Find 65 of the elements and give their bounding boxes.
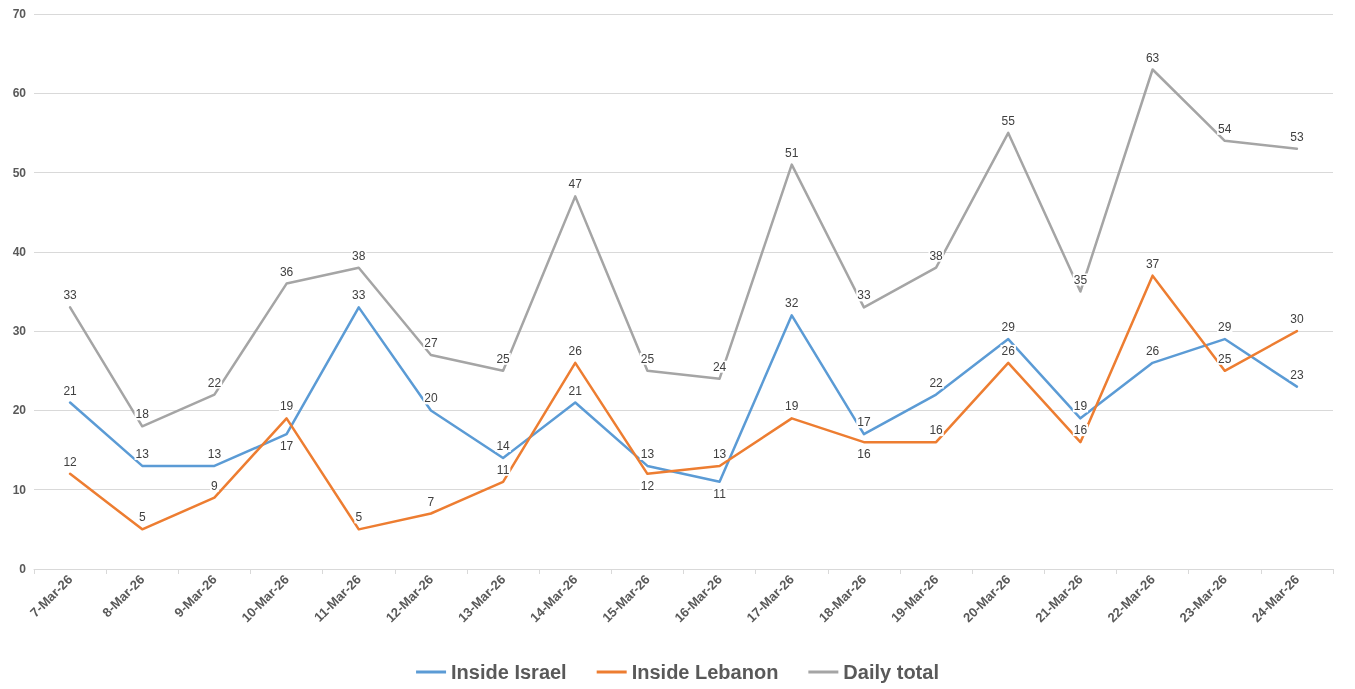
data-label: 18 bbox=[135, 407, 150, 422]
data-label: 54 bbox=[1218, 121, 1232, 136]
data-label: 38 bbox=[352, 248, 366, 263]
data-label: 27 bbox=[424, 335, 438, 350]
data-label: 30 bbox=[1290, 312, 1304, 327]
data-label: 19 bbox=[785, 399, 799, 414]
data-label: 51 bbox=[785, 145, 799, 160]
data-label: 33 bbox=[63, 288, 78, 303]
data-label: 12 bbox=[640, 478, 655, 493]
legend-label: Daily total bbox=[843, 661, 939, 683]
data-label: 22 bbox=[207, 375, 222, 390]
y-tick-label: 10 bbox=[12, 482, 27, 497]
data-label: 63 bbox=[1145, 50, 1160, 65]
legend-label: Inside Israel bbox=[451, 661, 567, 683]
data-label: 20 bbox=[424, 391, 438, 406]
data-label: 13 bbox=[640, 446, 655, 461]
data-label: 35 bbox=[1073, 272, 1088, 287]
data-label: 11 bbox=[496, 462, 510, 477]
data-label: 16 bbox=[929, 423, 944, 438]
data-label: 24 bbox=[712, 359, 727, 374]
data-label: 36 bbox=[279, 264, 294, 279]
data-label: 21 bbox=[63, 383, 78, 398]
data-label: 19 bbox=[1073, 399, 1088, 414]
y-tick-label: 60 bbox=[12, 86, 27, 101]
y-tick-label: 0 bbox=[19, 562, 27, 576]
data-label: 33 bbox=[352, 288, 366, 303]
data-label: 29 bbox=[1001, 320, 1016, 335]
data-label: 33 bbox=[857, 288, 871, 303]
data-label: 47 bbox=[568, 177, 583, 192]
data-label: 25 bbox=[1218, 351, 1232, 366]
data-label: 38 bbox=[929, 248, 944, 263]
y-tick-label: 20 bbox=[12, 403, 27, 418]
data-label: 29 bbox=[1218, 320, 1232, 335]
data-label: 25 bbox=[640, 351, 655, 366]
data-label: 26 bbox=[568, 343, 583, 358]
data-label: 13 bbox=[712, 446, 727, 461]
data-label: 19 bbox=[279, 399, 294, 414]
data-label: 9 bbox=[211, 478, 219, 493]
data-label: 13 bbox=[207, 446, 222, 461]
data-label: 5 bbox=[138, 510, 146, 525]
data-label: 25 bbox=[496, 351, 511, 366]
data-label: 7 bbox=[427, 494, 435, 509]
data-label: 11 bbox=[713, 486, 727, 501]
y-tick-label: 70 bbox=[12, 7, 27, 21]
data-label: 17 bbox=[857, 415, 871, 430]
data-label: 13 bbox=[135, 446, 150, 461]
y-tick-label: 30 bbox=[12, 324, 27, 339]
data-label: 17 bbox=[279, 439, 294, 454]
data-label: 23 bbox=[1290, 367, 1304, 382]
data-label: 16 bbox=[1073, 423, 1088, 438]
legend-label: Inside Lebanon bbox=[631, 661, 779, 683]
data-label: 22 bbox=[929, 375, 944, 390]
data-label: 5 bbox=[355, 510, 363, 525]
data-label: 53 bbox=[1290, 129, 1304, 144]
data-label: 26 bbox=[1001, 343, 1016, 358]
data-label: 14 bbox=[496, 439, 511, 453]
data-label: 21 bbox=[568, 383, 583, 398]
data-label: 12 bbox=[63, 454, 78, 469]
data-label: 16 bbox=[857, 447, 871, 462]
y-tick-label: 50 bbox=[12, 165, 27, 180]
y-tick-label: 40 bbox=[12, 244, 27, 259]
data-label: 26 bbox=[1145, 343, 1160, 358]
data-label: 32 bbox=[785, 296, 799, 311]
data-label: 37 bbox=[1145, 256, 1160, 271]
data-label: 55 bbox=[1001, 113, 1016, 128]
